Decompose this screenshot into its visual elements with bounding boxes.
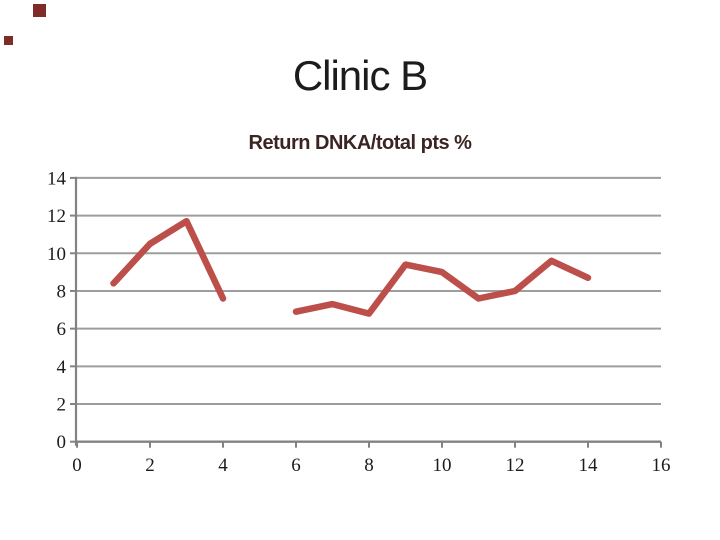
y-tick-label-0: 0: [57, 432, 67, 453]
chart-title: Return DNKA/total pts %: [248, 132, 472, 154]
x-tick-label-12: 12: [506, 455, 525, 476]
x-tick-label-4: 4: [218, 455, 228, 476]
y-tick-label-10: 10: [47, 244, 66, 265]
x-tick-label-14: 14: [579, 455, 599, 476]
y-tick-label-2: 2: [57, 395, 67, 416]
x-tick-label-8: 8: [364, 455, 374, 476]
x-tick-label-16: 16: [652, 455, 671, 476]
x-tick-label-2: 2: [145, 455, 155, 476]
decor-square-small: [4, 36, 13, 45]
y-tick-label-14: 14: [47, 168, 67, 189]
y-tick-label-12: 12: [47, 206, 66, 227]
x-tick-label-10: 10: [433, 455, 452, 476]
y-tick-label-8: 8: [57, 281, 67, 302]
y-tick-label-4: 4: [57, 357, 67, 378]
y-tick-label-6: 6: [57, 319, 67, 340]
x-tick-label-0: 0: [72, 455, 82, 476]
x-tick-label-6: 6: [291, 455, 301, 476]
data-series-segment-2: [292, 257, 592, 317]
slide-title: Clinic B: [292, 52, 428, 99]
data-series-segment-1: [110, 217, 227, 302]
decor-square-large: [33, 4, 46, 17]
